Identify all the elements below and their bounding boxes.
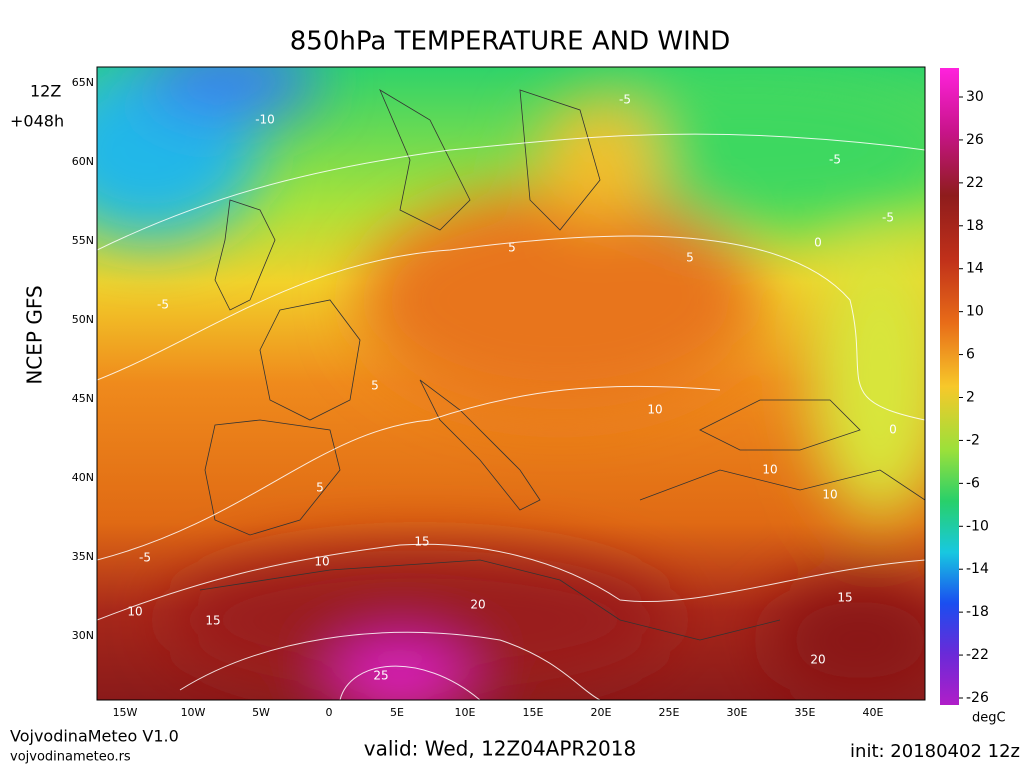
lat-label: 30N — [72, 629, 94, 642]
lon-label: 15W — [113, 706, 138, 719]
colorbar — [940, 68, 959, 705]
contour-label: 15 — [414, 535, 429, 549]
contour-label: 0 — [889, 423, 897, 437]
site: vojvodinameteo.rs — [10, 750, 131, 765]
contour-label: 10 — [647, 403, 662, 417]
colorbar-unit: degC — [972, 711, 1006, 726]
run-hour: 12Z — [30, 82, 61, 101]
colorbar-tick-label: 10 — [966, 304, 984, 320]
colorbar-tick-label: -18 — [966, 604, 989, 620]
lon-label: 35E — [795, 706, 816, 719]
lon-label: 5E — [390, 706, 404, 719]
contour-label: 5 — [508, 241, 516, 255]
coastlines — [199, 89, 925, 641]
lat-label: 65N — [72, 76, 94, 89]
contour-label: 5 — [371, 379, 379, 393]
lon-label: 20E — [591, 706, 612, 719]
colorbar-tick-label: 18 — [966, 218, 984, 234]
temperature-field — [97, 67, 925, 700]
contour-label: 25 — [373, 669, 388, 683]
contour-labels: -10 -5 -5 0 -5 5 5 5 10 10 10 10 15 15 1… — [127, 93, 896, 683]
brand: VojvodinaMeteo V1.0 — [10, 727, 179, 746]
colorbar-tick-label: 26 — [966, 132, 984, 148]
colorbar-tick-label: -10 — [966, 518, 989, 534]
colorbar-tick-label: 14 — [966, 261, 984, 277]
valid-time: valid: Wed, 12Z04APR2018 — [364, 737, 636, 761]
contours — [97, 133, 925, 700]
contour-label: 10 — [127, 605, 142, 619]
contour-label: -5 — [139, 551, 151, 565]
lon-label: 0 — [326, 706, 333, 719]
map-frame — [96, 66, 926, 701]
colorbar-tick-label: 2 — [966, 390, 975, 406]
contour-label: 10 — [822, 488, 837, 502]
lon-label: 25E — [659, 706, 680, 719]
contour-label: -5 — [882, 211, 894, 225]
colorbar-tick-label: 6 — [966, 347, 975, 363]
lat-label: 40N — [72, 471, 94, 484]
colorbar-tick-label: -6 — [966, 475, 980, 491]
contour-label: 20 — [470, 598, 485, 612]
lon-label: 10E — [455, 706, 476, 719]
lon-label: 15E — [523, 706, 544, 719]
lat-label: 55N — [72, 234, 94, 247]
lat-label: 60N — [72, 155, 94, 168]
lat-label: 50N — [72, 313, 94, 326]
init-time: init: 20180402 12z — [850, 741, 1020, 762]
contour-label: 5 — [316, 481, 324, 495]
contour-label: 0 — [814, 236, 822, 250]
contour-label: -5 — [829, 153, 841, 167]
colorbar-tick-label: -2 — [966, 432, 980, 448]
contour-label: 5 — [686, 251, 694, 265]
colorbar-tick-label: -14 — [966, 561, 989, 577]
contour-label: 15 — [837, 591, 852, 605]
lon-label: 40E — [863, 706, 884, 719]
contour-label: -5 — [619, 93, 631, 107]
contour-label: 15 — [205, 614, 220, 628]
title: 850hPa TEMPERATURE AND WIND — [290, 27, 730, 57]
contour-label: 20 — [810, 653, 825, 667]
lon-label: 30E — [727, 706, 748, 719]
lead-time: +048h — [10, 112, 64, 131]
model-name: NCEP GFS — [23, 285, 47, 384]
lat-label: 45N — [72, 392, 94, 405]
lon-label: 5W — [252, 706, 270, 719]
contour-label: 10 — [314, 555, 329, 569]
lon-label: 10W — [181, 706, 206, 719]
colorbar-tick-label: 22 — [966, 175, 984, 191]
contour-label: -10 — [255, 113, 275, 127]
colorbar-tick-label: -22 — [966, 647, 989, 663]
contour-label: -5 — [157, 298, 169, 312]
lat-label: 35N — [72, 550, 94, 563]
colorbar-tick-label: 30 — [966, 89, 984, 105]
colorbar-tick-label: -26 — [966, 690, 989, 706]
contour-label: 10 — [762, 463, 777, 477]
